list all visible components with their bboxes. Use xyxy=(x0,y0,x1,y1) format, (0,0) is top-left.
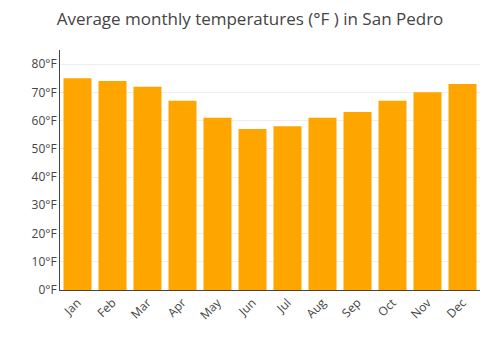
svg-text:80°F: 80°F xyxy=(32,55,57,72)
svg-text:Apr: Apr xyxy=(164,294,190,320)
svg-text:Jun: Jun xyxy=(234,294,259,319)
svg-text:Jan: Jan xyxy=(60,294,85,319)
svg-text:30°F: 30°F xyxy=(32,196,57,213)
svg-text:70°F: 70°F xyxy=(32,84,57,101)
svg-text:10°F: 10°F xyxy=(32,253,57,270)
svg-text:Dec: Dec xyxy=(443,294,470,321)
svg-text:50°F: 50°F xyxy=(32,140,57,157)
svg-text:Oct: Oct xyxy=(374,294,400,320)
svg-text:Average monthly temperatures (: Average monthly temperatures (°F ) in Sa… xyxy=(57,7,444,30)
svg-text:0°F: 0°F xyxy=(38,281,56,298)
svg-text:Sep: Sep xyxy=(338,294,365,321)
svg-text:40°F: 40°F xyxy=(32,168,57,185)
svg-text:May: May xyxy=(196,294,225,323)
svg-text:Aug: Aug xyxy=(302,294,330,322)
svg-text:60°F: 60°F xyxy=(32,112,57,129)
svg-text:Jul: Jul xyxy=(272,294,294,316)
svg-text:Feb: Feb xyxy=(93,294,119,320)
svg-text:Mar: Mar xyxy=(127,294,155,322)
svg-text:20°F: 20°F xyxy=(32,225,57,242)
svg-text:Nov: Nov xyxy=(407,294,435,322)
